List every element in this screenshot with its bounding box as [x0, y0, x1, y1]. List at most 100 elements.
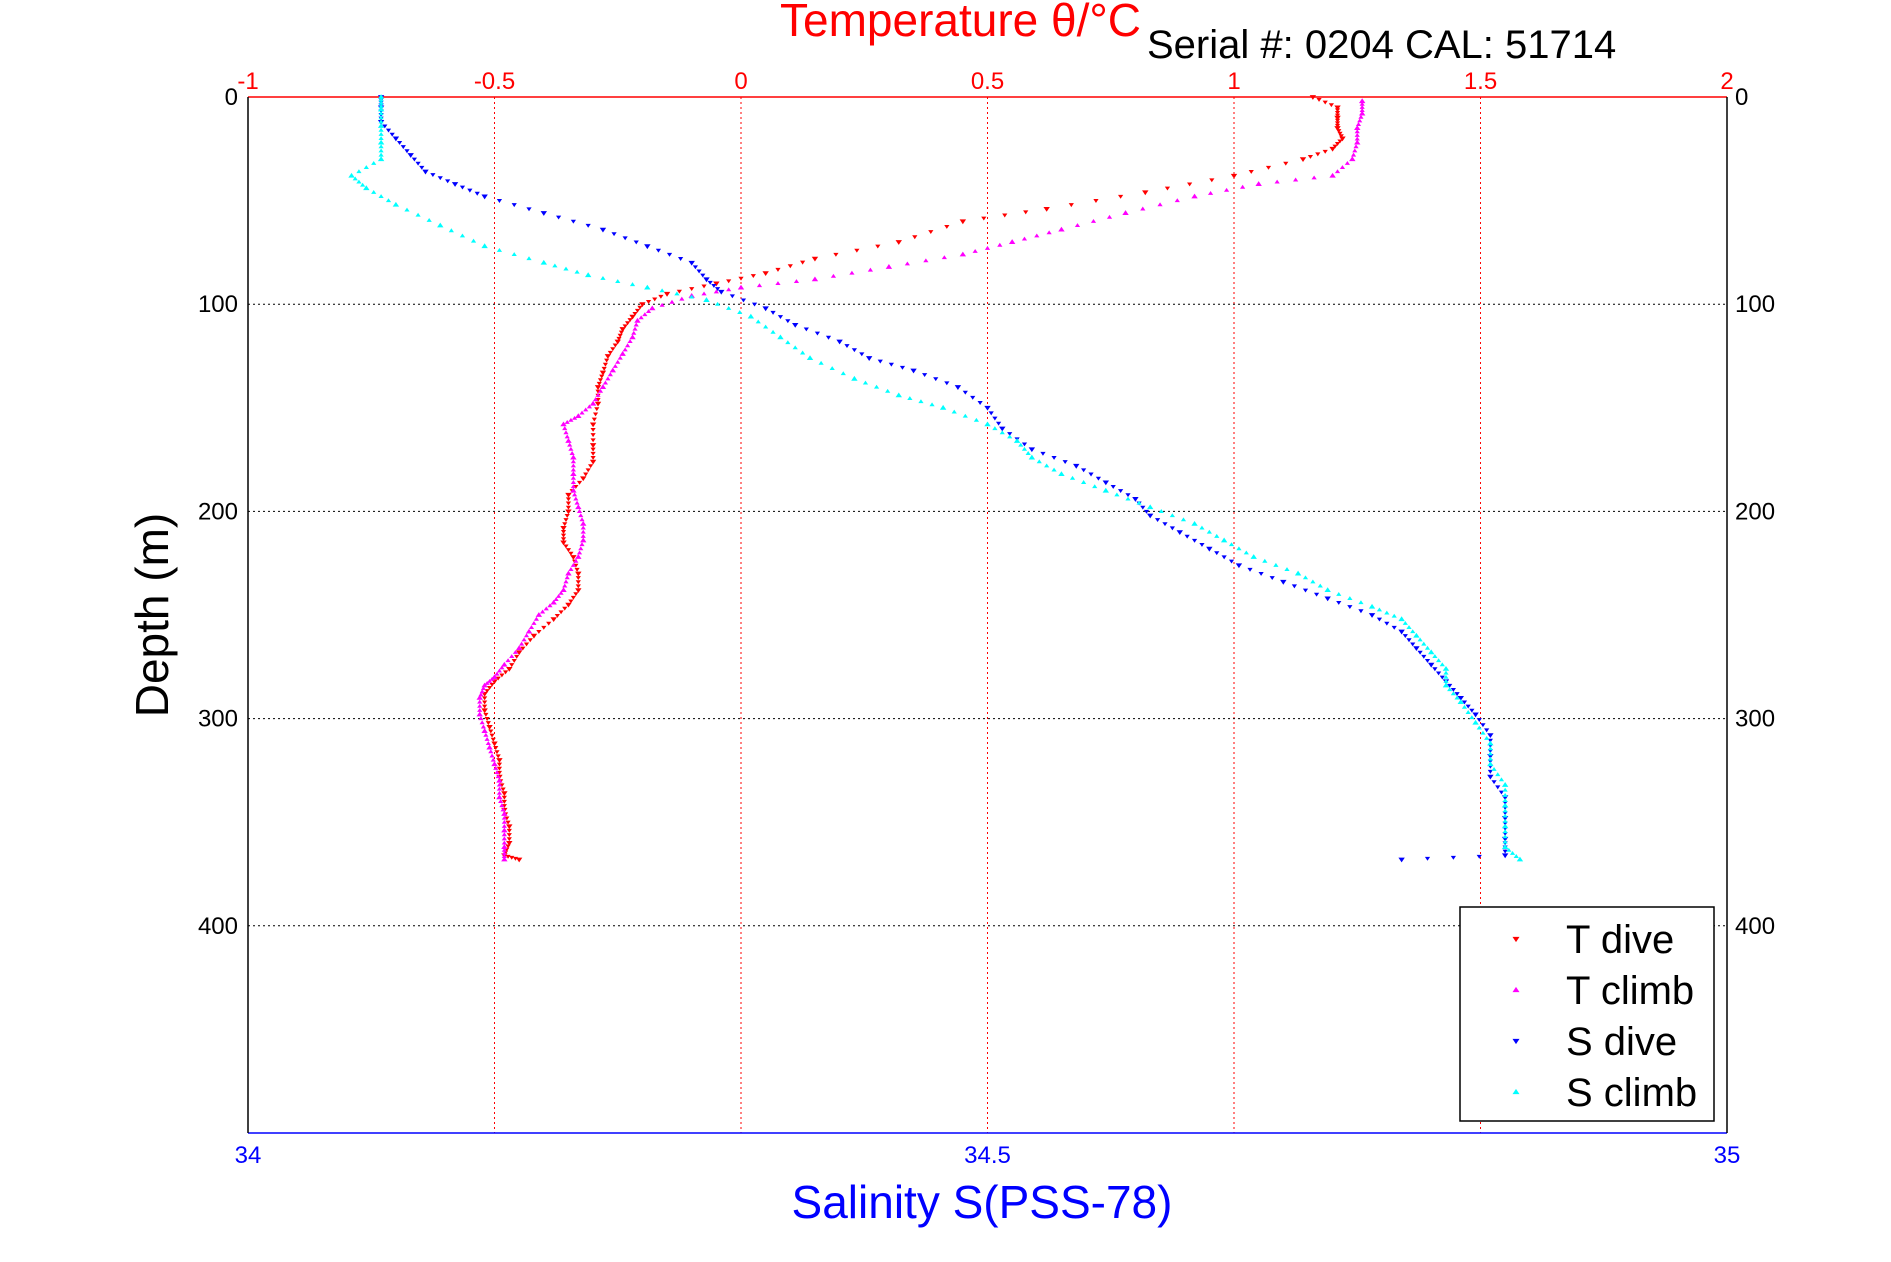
data-point: [755, 319, 761, 324]
data-point: [895, 392, 902, 398]
data-point: [1359, 105, 1365, 109]
data-point: [726, 306, 732, 310]
data-point: [489, 753, 495, 758]
data-point: [378, 152, 384, 157]
data-point: [467, 188, 473, 193]
data-point: [1293, 177, 1299, 182]
data-point: [521, 637, 527, 642]
data-point: [599, 370, 607, 376]
data-point: [1502, 813, 1508, 818]
data-point: [505, 658, 511, 663]
data-point: [378, 136, 384, 140]
data-point: [371, 189, 377, 194]
data-point: [1487, 740, 1494, 746]
data-point: [645, 309, 652, 314]
data-point: [575, 584, 581, 589]
data-point: [696, 269, 702, 274]
data-point: [756, 283, 763, 288]
data-point: [973, 417, 980, 422]
data-point: [1334, 126, 1341, 131]
data-point: [506, 833, 512, 837]
data-point: [1324, 587, 1331, 593]
data-point: [1088, 472, 1094, 477]
data-point: [609, 367, 617, 373]
data-point: [570, 467, 576, 472]
data-point: [570, 480, 576, 484]
data-point: [726, 279, 732, 284]
data-point: [1291, 584, 1297, 589]
data-point: [415, 212, 421, 217]
data-point: [1357, 118, 1363, 123]
data-point: [590, 455, 596, 460]
data-point: [599, 374, 605, 379]
data-point: [481, 708, 488, 714]
data-point: [877, 359, 883, 364]
data-point: [501, 847, 507, 852]
data-point: [583, 472, 589, 477]
y-axis-label: Depth (m): [126, 513, 178, 717]
data-point: [478, 716, 484, 721]
data-point: [941, 255, 947, 260]
data-point: [515, 645, 523, 651]
data-point: [511, 659, 517, 663]
data-point: [494, 671, 500, 676]
data-point: [550, 617, 557, 623]
data-point: [629, 334, 636, 340]
data-point: [495, 676, 501, 681]
data-point: [1154, 518, 1161, 523]
data-point: [509, 663, 515, 668]
data-point: [553, 597, 559, 602]
data-point: [1328, 103, 1334, 108]
data-point: [1398, 616, 1405, 622]
data-point: [493, 746, 499, 750]
data-point: [1044, 463, 1050, 468]
data-point: [560, 530, 567, 534]
data-point: [851, 348, 857, 353]
data-point: [1315, 152, 1321, 157]
data-point: [378, 97, 384, 102]
data-point: [762, 306, 769, 312]
data-point: [1125, 493, 1131, 498]
data-point: [1081, 480, 1087, 484]
data-point: [1118, 194, 1124, 199]
data-point: [477, 707, 483, 712]
data-point: [1191, 538, 1198, 543]
data-point: [1469, 708, 1475, 713]
data-point: [575, 588, 582, 594]
x-axis-label: Salinity S(PSS-78): [792, 1176, 1173, 1228]
data-point: [988, 411, 994, 416]
data-point: [1329, 146, 1336, 152]
data-point: [377, 156, 385, 162]
data-point: [814, 331, 821, 336]
data-point: [806, 355, 814, 360]
data-point: [1450, 855, 1456, 860]
top-tick-label: -0.5: [474, 68, 515, 95]
data-point: [595, 393, 601, 397]
data-point: [565, 438, 572, 443]
data-point: [448, 228, 454, 233]
data-point: [501, 844, 508, 849]
data-point: [575, 504, 582, 510]
data-point: [981, 216, 987, 221]
data-point: [546, 621, 552, 626]
data-point: [1501, 823, 1509, 829]
data-point: [1454, 692, 1460, 697]
data-point: [1284, 567, 1290, 571]
data-point: [1162, 522, 1168, 527]
data-point: [655, 248, 662, 253]
data-point: [1450, 691, 1456, 696]
data-point: [573, 558, 579, 563]
data-point: [484, 736, 490, 741]
data-point: [1142, 190, 1149, 196]
data-point: [578, 513, 584, 518]
data-point: [1240, 184, 1246, 189]
data-point: [1334, 123, 1341, 128]
data-point: [396, 141, 403, 145]
data-point: [1417, 650, 1423, 655]
data-point: [1501, 782, 1509, 787]
data-point: [999, 430, 1005, 435]
data-point: [536, 630, 542, 634]
data-point: [382, 124, 388, 129]
data-point: [356, 169, 362, 174]
data-point: [1457, 699, 1464, 704]
